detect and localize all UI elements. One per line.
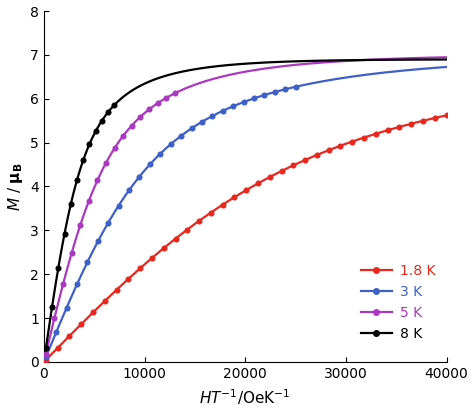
Point <box>115 202 122 209</box>
Point <box>98 117 106 124</box>
Point <box>85 198 92 204</box>
Point <box>282 86 289 93</box>
Point <box>219 202 227 208</box>
Point <box>94 238 101 245</box>
Point <box>63 304 71 311</box>
Point <box>137 114 144 120</box>
Point <box>146 161 154 168</box>
Point <box>125 275 132 282</box>
Point <box>48 303 56 310</box>
Point <box>313 152 321 158</box>
Point <box>73 281 81 287</box>
Point <box>209 113 216 119</box>
Point <box>51 315 58 321</box>
Point <box>408 121 415 127</box>
Point <box>110 102 118 108</box>
Point <box>137 265 144 272</box>
Y-axis label: $\mathbf{\mathit{M}}$ / $\mathbf{\mu_B}$: $\mathbf{\mathit{M}}$ / $\mathbf{\mu_B}$ <box>6 162 25 211</box>
Point <box>443 112 450 119</box>
Point <box>73 177 81 183</box>
Point <box>171 90 179 97</box>
Point <box>278 168 285 174</box>
Point <box>61 230 68 237</box>
Point <box>102 159 110 166</box>
Point <box>53 329 60 335</box>
Point <box>89 309 97 316</box>
Point <box>156 150 164 157</box>
Point <box>76 222 84 228</box>
Point <box>42 345 50 351</box>
Point <box>242 187 250 193</box>
Point <box>145 106 153 113</box>
Point <box>111 145 118 152</box>
Point <box>84 259 91 265</box>
Point <box>92 128 100 135</box>
Point <box>113 287 120 293</box>
Point <box>68 250 75 256</box>
Point <box>396 123 403 130</box>
Point <box>195 218 203 224</box>
Point <box>67 201 74 208</box>
Point <box>55 265 62 271</box>
Point <box>54 344 62 351</box>
Point <box>261 92 268 98</box>
Point <box>42 354 50 361</box>
Point <box>292 83 300 90</box>
Point <box>250 95 258 102</box>
Point <box>136 173 143 180</box>
Point <box>231 194 238 200</box>
Point <box>431 115 438 121</box>
Point <box>148 255 156 261</box>
Point <box>163 95 170 101</box>
X-axis label: $\mathbf{\mathit{HT^{-1}}}$/OeK$^{-1}$: $\mathbf{\mathit{HT^{-1}}}$/OeK$^{-1}$ <box>200 388 291 408</box>
Point <box>325 147 332 154</box>
Point <box>77 321 85 328</box>
Point <box>104 109 112 115</box>
Point <box>219 107 227 114</box>
Point <box>360 134 368 141</box>
Point <box>101 298 109 304</box>
Point <box>183 226 191 233</box>
Point <box>419 117 427 124</box>
Point <box>160 245 167 252</box>
Point <box>301 157 309 163</box>
Point <box>59 281 67 287</box>
Point <box>337 142 344 149</box>
Legend: 1.8 K, 3 K, 5 K, 8 K: 1.8 K, 3 K, 5 K, 8 K <box>361 264 436 341</box>
Point <box>80 157 87 164</box>
Point <box>348 138 356 145</box>
Point <box>229 103 237 109</box>
Point <box>271 89 279 95</box>
Point <box>86 141 93 147</box>
Point <box>104 219 112 226</box>
Point <box>240 99 247 105</box>
Point <box>207 209 215 216</box>
Point <box>119 133 127 139</box>
Point <box>42 356 50 363</box>
Point <box>167 141 174 147</box>
Point <box>128 122 136 129</box>
Point <box>290 162 297 169</box>
Point <box>384 127 392 133</box>
Point <box>177 133 185 139</box>
Point <box>172 235 179 242</box>
Point <box>65 332 73 339</box>
Point <box>254 180 262 187</box>
Point <box>198 119 206 125</box>
Point <box>154 100 161 107</box>
Point <box>372 131 380 137</box>
Point <box>42 350 50 357</box>
Point <box>94 177 101 184</box>
Point <box>125 187 133 194</box>
Point <box>188 125 195 132</box>
Point <box>266 174 273 180</box>
